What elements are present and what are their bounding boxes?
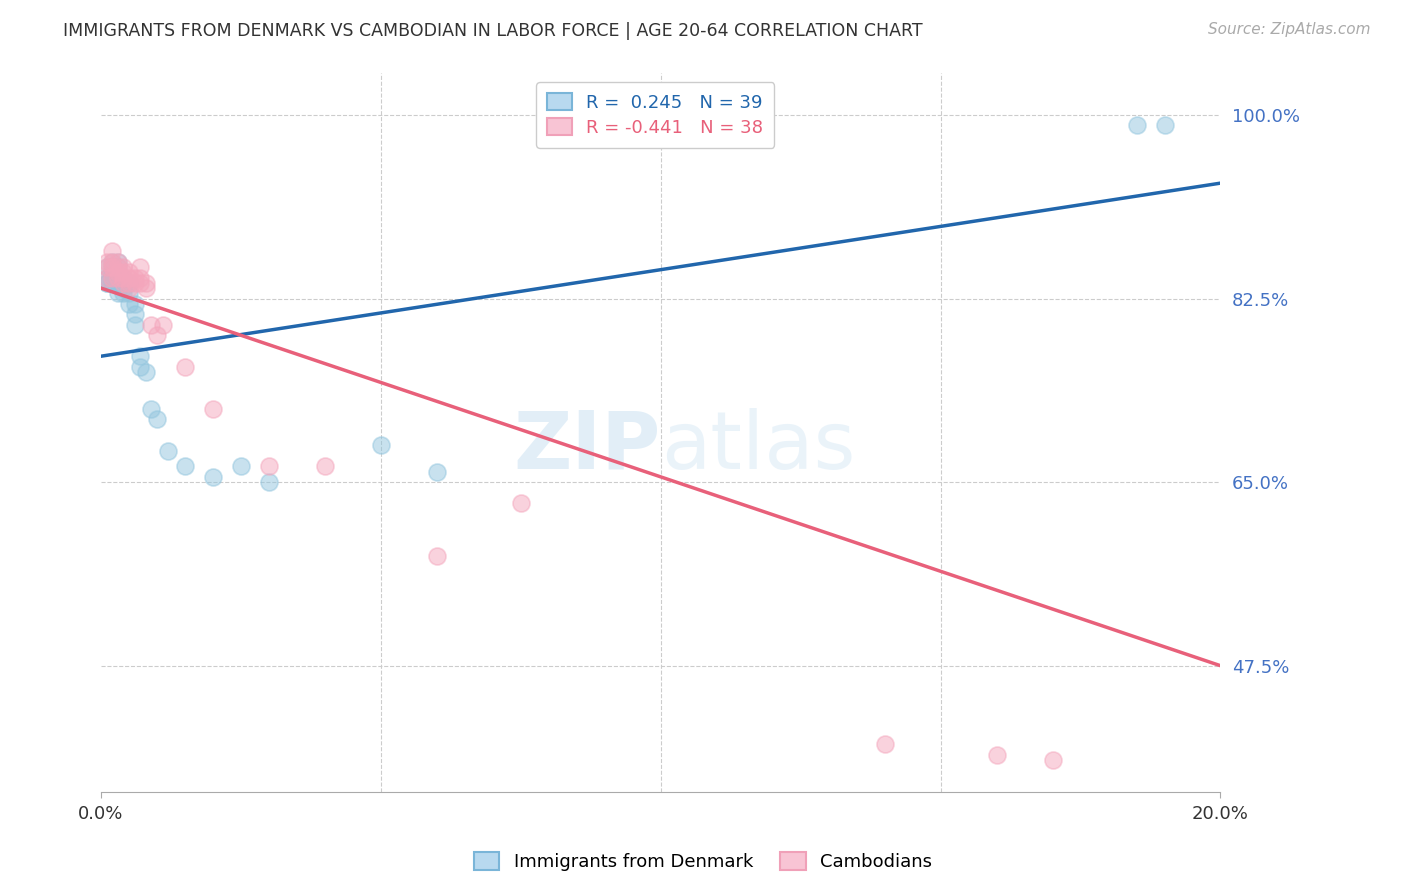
- Point: [201, 470, 224, 484]
- Point: [124, 276, 146, 290]
- Point: [107, 260, 129, 274]
- Point: [1125, 119, 1147, 133]
- Point: [112, 286, 135, 301]
- Point: [101, 270, 124, 285]
- Point: [129, 260, 152, 274]
- Point: [112, 276, 135, 290]
- Point: [129, 276, 152, 290]
- Point: [129, 359, 152, 374]
- Point: [107, 260, 129, 274]
- Legend: R =  0.245   N = 39, R = -0.441   N = 38: R = 0.245 N = 39, R = -0.441 N = 38: [536, 82, 775, 147]
- Point: [96, 270, 118, 285]
- Point: [129, 349, 152, 363]
- Text: Source: ZipAtlas.com: Source: ZipAtlas.com: [1208, 22, 1371, 37]
- Point: [107, 270, 129, 285]
- Point: [124, 297, 146, 311]
- Point: [112, 270, 135, 285]
- Point: [96, 255, 118, 269]
- Point: [135, 281, 157, 295]
- Point: [112, 270, 135, 285]
- Point: [146, 328, 169, 343]
- Point: [101, 260, 124, 274]
- Point: [118, 297, 141, 311]
- Point: [118, 270, 141, 285]
- Point: [370, 438, 392, 452]
- Point: [141, 318, 163, 332]
- Point: [101, 270, 124, 285]
- Point: [314, 459, 336, 474]
- Point: [124, 270, 146, 285]
- Point: [101, 255, 124, 269]
- Point: [509, 496, 531, 510]
- Point: [257, 475, 280, 489]
- Point: [1153, 119, 1175, 133]
- Point: [129, 270, 152, 285]
- Point: [96, 276, 118, 290]
- Legend: Immigrants from Denmark, Cambodians: Immigrants from Denmark, Cambodians: [467, 846, 939, 879]
- Point: [157, 443, 180, 458]
- Point: [135, 365, 157, 379]
- Point: [426, 465, 449, 479]
- Point: [152, 318, 174, 332]
- Point: [141, 401, 163, 416]
- Point: [107, 255, 129, 269]
- Point: [107, 270, 129, 285]
- Point: [118, 286, 141, 301]
- Point: [174, 359, 197, 374]
- Point: [986, 747, 1008, 762]
- Point: [96, 260, 118, 274]
- Point: [101, 276, 124, 290]
- Point: [101, 260, 124, 274]
- Point: [96, 276, 118, 290]
- Point: [118, 276, 141, 290]
- Point: [107, 255, 129, 269]
- Point: [112, 260, 135, 274]
- Point: [174, 459, 197, 474]
- Point: [107, 265, 129, 279]
- Point: [101, 244, 124, 259]
- Point: [107, 265, 129, 279]
- Point: [107, 286, 129, 301]
- Point: [96, 270, 118, 285]
- Point: [112, 265, 135, 279]
- Point: [229, 459, 252, 474]
- Point: [146, 412, 169, 426]
- Point: [112, 276, 135, 290]
- Point: [112, 281, 135, 295]
- Text: ZIP: ZIP: [513, 408, 661, 485]
- Point: [426, 549, 449, 563]
- Point: [873, 738, 896, 752]
- Point: [124, 318, 146, 332]
- Point: [118, 281, 141, 295]
- Point: [201, 401, 224, 416]
- Point: [96, 260, 118, 274]
- Text: IMMIGRANTS FROM DENMARK VS CAMBODIAN IN LABOR FORCE | AGE 20-64 CORRELATION CHAR: IMMIGRANTS FROM DENMARK VS CAMBODIAN IN …: [63, 22, 922, 40]
- Point: [124, 307, 146, 321]
- Point: [257, 459, 280, 474]
- Point: [118, 276, 141, 290]
- Text: atlas: atlas: [661, 408, 855, 485]
- Point: [101, 255, 124, 269]
- Point: [107, 276, 129, 290]
- Point: [101, 265, 124, 279]
- Point: [135, 276, 157, 290]
- Point: [118, 265, 141, 279]
- Point: [1042, 753, 1064, 767]
